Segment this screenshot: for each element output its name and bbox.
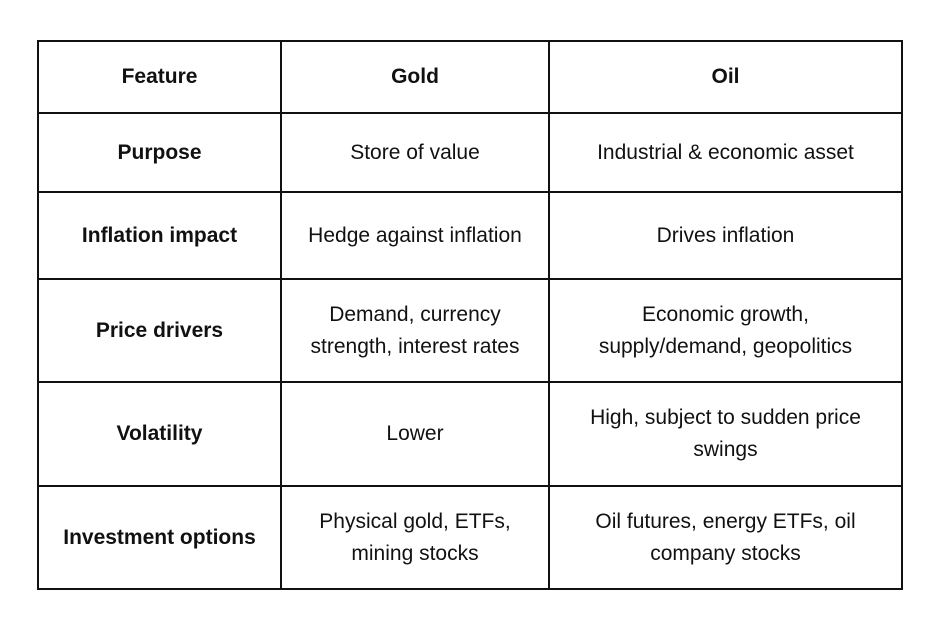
oil-cell-text: Oil futures, energy ETFs, oil company st…: [595, 509, 856, 565]
oil-cell: Drives inflation: [548, 191, 903, 280]
row-label: Investment options: [37, 485, 282, 590]
header-oil: Oil: [548, 40, 903, 114]
table-row: Inflation impact Hedge against inflation…: [37, 191, 903, 280]
table-row: Price drivers Demand, currency strength,…: [37, 278, 903, 383]
table-row: Investment options Physical gold, ETFs, …: [37, 485, 903, 590]
oil-cell: Oil futures, energy ETFs, oil company st…: [548, 485, 903, 590]
oil-cell: High, subject to sudden price swings: [548, 381, 903, 487]
row-label: Purpose: [37, 112, 282, 193]
table-header-row: Feature Gold Oil: [37, 40, 903, 114]
gold-cell-text: Physical gold, ETFs, mining stocks: [319, 509, 511, 565]
row-label: Inflation impact: [37, 191, 282, 280]
oil-cell: Economic growth, supply/demand, geopolit…: [548, 278, 903, 383]
table-row: Purpose Store of value Industrial & econ…: [37, 112, 903, 193]
table-row: Volatility Lower High, subject to sudden…: [37, 381, 903, 487]
gold-cell: Store of value: [280, 112, 550, 193]
comparison-table: Feature Gold Oil Purpose Store of value …: [37, 40, 903, 590]
gold-cell-text: Demand, currency strength, interest rate…: [310, 302, 520, 358]
row-label: Price drivers: [37, 278, 282, 383]
gold-cell: Physical gold, ETFs, mining stocks: [280, 485, 550, 590]
gold-cell: Hedge against inflation: [280, 191, 550, 280]
header-gold: Gold: [280, 40, 550, 114]
header-feature: Feature: [37, 40, 282, 114]
gold-cell: Lower: [280, 381, 550, 487]
oil-cell: Industrial & economic asset: [548, 112, 903, 193]
oil-cell-text: Economic growth, supply/demand, geopolit…: [598, 302, 853, 358]
gold-cell: Demand, currency strength, interest rate…: [280, 278, 550, 383]
oil-cell-text: High, subject to sudden price swings: [590, 406, 861, 461]
row-label: Volatility: [37, 381, 282, 487]
